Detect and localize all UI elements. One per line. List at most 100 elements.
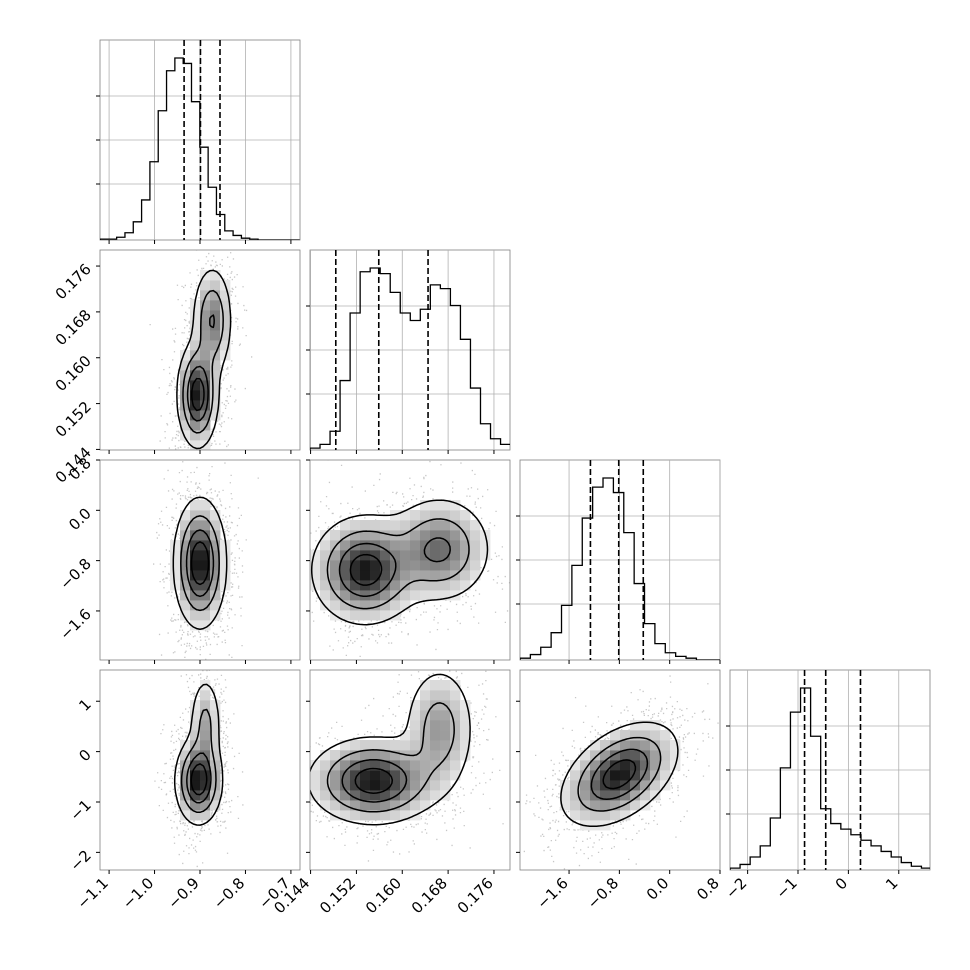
density-cell: [380, 740, 391, 751]
density-cell: [210, 570, 221, 581]
contour-line: [190, 763, 208, 796]
density-cell: [190, 560, 201, 571]
density-cell: [450, 720, 461, 731]
density-cell: [590, 780, 601, 791]
density-cell: [330, 760, 341, 771]
density-cell: [420, 680, 431, 691]
density-cell: [630, 770, 641, 781]
density-cell: [200, 610, 211, 621]
density-cell: [210, 330, 221, 341]
density-cell: [190, 790, 201, 801]
contour-line: [577, 736, 662, 812]
density-cell: [380, 800, 391, 811]
density-cell: [400, 540, 411, 551]
density-cell: [210, 320, 221, 331]
density-cell: [370, 800, 381, 811]
density-cell: [320, 540, 331, 551]
density-cell: [370, 770, 381, 781]
density-cell: [460, 520, 471, 531]
density-cell: [410, 770, 421, 781]
density-cell: [370, 590, 381, 601]
density-cell: [190, 550, 201, 561]
density-cell: [170, 560, 181, 571]
density-cell: [190, 760, 201, 771]
density-cell: [460, 750, 471, 761]
density-cell: [210, 720, 221, 731]
contour-line: [590, 748, 649, 800]
density-cell: [370, 610, 381, 621]
density-cell: [390, 540, 401, 551]
density-cell: [310, 560, 321, 571]
contour-line: [602, 759, 637, 790]
density-cell: [200, 290, 211, 301]
density-cell: [610, 750, 621, 761]
histogram-step-line: [520, 477, 720, 660]
density-cell: [210, 520, 221, 531]
density-cell: [610, 810, 621, 821]
density-cell: [370, 760, 381, 771]
density-cell: [190, 590, 201, 601]
density-cell: [330, 590, 341, 601]
density-cell: [190, 710, 201, 721]
density-cell: [440, 530, 451, 541]
density-cell: [180, 790, 191, 801]
contour-line: [176, 269, 232, 450]
density-cell: [430, 560, 441, 571]
density-cell: [340, 760, 351, 771]
density-cell: [200, 620, 211, 631]
density-cell: [200, 580, 211, 591]
density-cell: [190, 520, 201, 531]
density-cell: [330, 550, 341, 561]
density-cell: [630, 750, 641, 761]
pair-panel-0-2: [99, 459, 301, 661]
panel-content: [523, 675, 720, 870]
density-cell: [430, 720, 441, 731]
panel-content: [153, 461, 259, 660]
density-cell: [200, 430, 211, 441]
density-cell: [180, 360, 191, 371]
density-cell: [630, 720, 641, 731]
density-cell: [590, 800, 601, 811]
density-cell: [190, 440, 201, 450]
density-cell: [180, 810, 191, 821]
density-cell: [380, 760, 391, 771]
density-cell: [440, 540, 451, 551]
density-cell: [200, 520, 211, 531]
density-cell: [640, 790, 651, 801]
density-cell: [660, 770, 671, 781]
density-cell: [200, 400, 211, 411]
density-cell: [640, 760, 651, 771]
density-cell: [200, 720, 211, 731]
density-cell: [420, 710, 431, 721]
density-cell: [220, 300, 231, 311]
density-cell: [220, 340, 231, 351]
density-cell: [390, 550, 401, 561]
density-cell: [190, 350, 201, 361]
density-cell: [360, 740, 371, 751]
density-cell: [320, 590, 331, 601]
density-cell: [400, 580, 411, 591]
density-cell: [460, 580, 471, 591]
density-cell: [370, 550, 381, 561]
density-cell: [420, 520, 431, 531]
density-cell: [210, 290, 221, 301]
density-cell: [410, 530, 421, 541]
density-cell: [370, 790, 381, 801]
density-cell: [360, 770, 371, 781]
density-cell: [650, 730, 661, 741]
density-cell: [440, 510, 451, 521]
density-cell: [390, 740, 401, 751]
density-cell: [470, 520, 481, 531]
density-cell: [430, 790, 441, 801]
density-cell: [210, 280, 221, 291]
density-cell: [440, 760, 451, 771]
density-cell: [430, 540, 441, 551]
density-cell: [640, 730, 651, 741]
density-cell: [420, 570, 431, 581]
density-cell: [380, 590, 391, 601]
density-cell: [380, 750, 391, 761]
density-cell: [200, 700, 211, 711]
histogram-step-line: [310, 267, 510, 450]
pair-panel-2-3: [519, 669, 721, 871]
density-cell: [190, 580, 201, 591]
